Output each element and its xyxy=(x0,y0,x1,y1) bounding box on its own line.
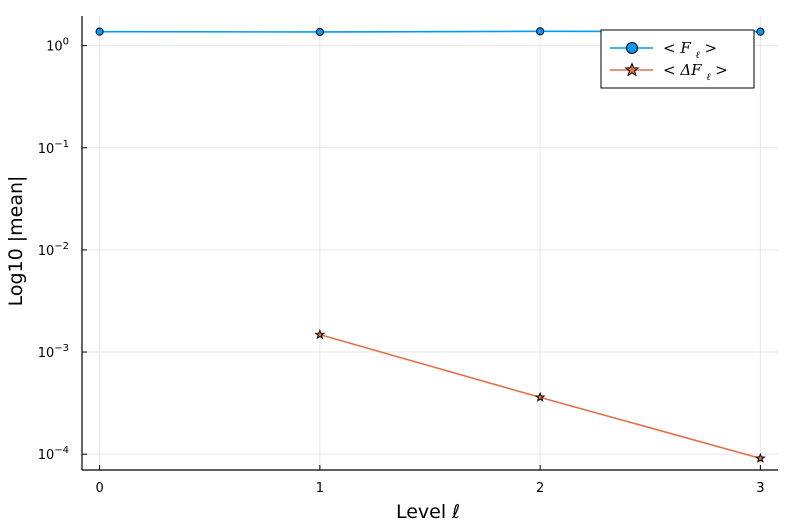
x-axis-label: Level ℓ xyxy=(396,501,460,523)
axes xyxy=(81,16,778,471)
star-marker xyxy=(534,391,546,402)
star-marker xyxy=(624,62,640,77)
x-tick-label: 2 xyxy=(536,481,544,496)
legend: < F ℓ >< ΔF ℓ > xyxy=(600,29,755,89)
y-tick-label: 10−3 xyxy=(38,343,69,361)
circle-marker xyxy=(95,27,104,36)
y-axis-label: Log10 |mean| xyxy=(5,176,27,307)
y-tick-label: 10−4 xyxy=(38,445,69,463)
y-tick-label: 10−1 xyxy=(38,139,69,157)
circle-marker xyxy=(756,27,765,36)
star-marker xyxy=(314,329,326,340)
legend-label: < ΔF ℓ > xyxy=(663,61,728,83)
circle-marker xyxy=(536,27,545,36)
x-tick-label: 3 xyxy=(756,481,764,496)
y-tick-label: 10−2 xyxy=(38,241,69,259)
circle-marker xyxy=(315,27,324,37)
x-tick-label: 1 xyxy=(316,481,324,496)
y-tick-labels: 100 10−1 10−2 10−3 10−4 xyxy=(38,37,69,464)
star-marker xyxy=(755,452,766,463)
x-tick-label: 0 xyxy=(95,481,103,496)
legend-box xyxy=(600,29,755,89)
series-layer xyxy=(95,27,766,463)
legend-label: < F ℓ > xyxy=(663,39,717,61)
x-tick-labels: 0 1 2 3 xyxy=(95,481,764,496)
circle-marker xyxy=(626,42,638,54)
series-star xyxy=(314,329,766,463)
grid xyxy=(82,16,778,470)
y-tick-label: 100 xyxy=(46,37,69,55)
